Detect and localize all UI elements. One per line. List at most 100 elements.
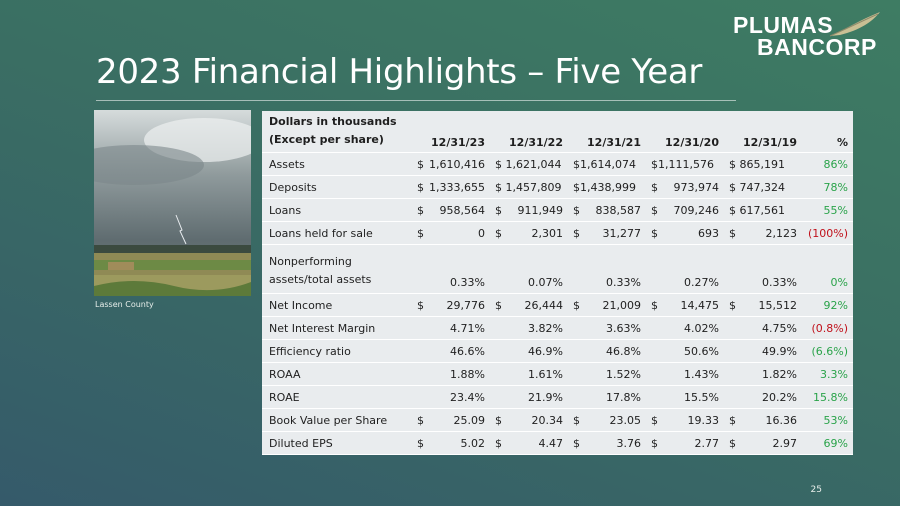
pct-change: 86% (802, 152, 853, 176)
currency-sign: $ (651, 203, 658, 217)
cell-value: 19.33 (687, 413, 720, 427)
cell-value: 1,610,416 (429, 157, 485, 171)
table-row-diluted-eps: Diluted EPS $5.02 $4.47 $3.76 $2.77 $2.9… (262, 431, 853, 455)
row-label: Net Income (262, 293, 412, 317)
currency-sign: $ (573, 226, 580, 240)
currency-sign: $ (417, 413, 424, 427)
pct-change: 0% (802, 244, 853, 294)
cell-value: 16.36 (765, 413, 798, 427)
cell-value: 5.02 (460, 436, 486, 450)
table-row-assets: Assets $1,610,416 $ 1,621,044 $1,614,074… (262, 152, 853, 176)
table-row-loans: Loans $958,564 $911,949 $838,587 $709,24… (262, 198, 853, 222)
table-row-roae: ROAE 23.4% 21.9% 17.8% 15.5% 20.2% 15.8% (262, 385, 853, 409)
cell-value: 21,009 (602, 298, 642, 312)
cell-value: 0.33% (606, 276, 641, 289)
table-row-deposits: Deposits $1,333,655 $ 1,457,809 $1,438,9… (262, 175, 853, 199)
header-label-cell: Dollars in thousands (Except per share) (262, 111, 412, 153)
cell-value: 20.34 (531, 413, 564, 427)
cell-value: 23.4% (450, 390, 485, 404)
cell-value: $ 1,457,809 (495, 180, 562, 194)
feather-icon (829, 12, 880, 37)
table-row-nonperforming-assets: Nonperforming assets/total assets 0.33% … (262, 244, 853, 294)
financial-highlights-table: Dollars in thousands (Except per share) … (262, 111, 853, 455)
currency-sign: $ (495, 203, 502, 217)
cell-value: 2.97 (772, 436, 798, 450)
pct-change: (0.8%) (802, 316, 853, 340)
currency-sign: $ (729, 436, 736, 450)
cell-value: $ 617,561 (729, 203, 785, 217)
table-row-net-interest-margin: Net Interest Margin 4.71% 3.82% 3.63% 4.… (262, 316, 853, 340)
cell-value: 1,333,655 (429, 180, 485, 194)
currency-sign: $ (417, 298, 424, 312)
cell-value: 1.61% (528, 367, 563, 381)
cell-value: 958,564 (439, 203, 486, 217)
currency-sign: $ (495, 413, 502, 427)
cell-value: 0.33% (762, 276, 797, 289)
cell-value: 46.6% (450, 344, 485, 358)
pct-change: 78% (802, 175, 853, 199)
cell-value: $1,111,576 (651, 157, 714, 171)
page-number: 25 (810, 485, 822, 495)
photo-caption: Lassen County (95, 300, 154, 309)
cell-value: 25.09 (453, 413, 486, 427)
row-label-line2: assets/total assets (269, 273, 372, 286)
currency-sign: $ (573, 298, 580, 312)
row-label-line1: Nonperforming (269, 255, 352, 268)
header-pct: % (802, 111, 853, 153)
header-label-line2: (Except per share) (269, 133, 384, 146)
currency-sign: $ (417, 436, 424, 450)
cell-value: 0.27% (684, 276, 719, 289)
plumas-bancorp-logo: PLUMAS BANCORP (711, 10, 886, 60)
row-label: Diluted EPS (262, 431, 412, 455)
table-row-efficiency-ratio: Efficiency ratio 46.6% 46.9% 46.8% 50.6%… (262, 339, 853, 363)
currency-sign: $ (651, 298, 658, 312)
landscape-photo (94, 110, 251, 296)
header-year: 12/31/21 (568, 111, 646, 153)
cell-value: 20.2% (762, 390, 797, 404)
cell-value: 4.47 (538, 436, 564, 450)
cell-value: $1,614,074 (573, 157, 636, 171)
row-label: Loans (262, 198, 412, 222)
row-label: Loans held for sale (262, 221, 412, 245)
table-row-roaa: ROAA 1.88% 1.61% 1.52% 1.43% 1.82% 3.3% (262, 362, 853, 386)
currency-sign: $ (651, 436, 658, 450)
cell-value: $ 747,324 (729, 180, 785, 194)
cell-value: 26,444 (524, 298, 564, 312)
row-label: Deposits (262, 175, 412, 199)
pct-change: (100%) (802, 221, 853, 245)
cell-value: 4.75% (762, 321, 797, 335)
header-year: 12/31/20 (646, 111, 724, 153)
row-label: Book Value per Share (262, 408, 412, 432)
table-header-row: Dollars in thousands (Except per share) … (262, 111, 853, 153)
cell-value: 1.88% (450, 367, 485, 381)
cell-value: 46.9% (528, 344, 563, 358)
title-divider (96, 100, 736, 101)
cell-value: 29,776 (446, 298, 486, 312)
row-label: Assets (262, 152, 412, 176)
currency-sign: $ (651, 180, 658, 194)
cell-value: 31,277 (602, 226, 642, 240)
row-label: Efficiency ratio (262, 339, 412, 363)
cell-value: 838,587 (595, 203, 642, 217)
currency-sign: $ (729, 226, 736, 240)
pct-change: (6.6%) (802, 339, 853, 363)
pct-change: 15.8% (802, 385, 853, 409)
cell-value: 3.63% (606, 321, 641, 335)
cell-value: 709,246 (673, 203, 720, 217)
cell-value: 0.33% (450, 276, 485, 289)
logo-line1: PLUMAS (733, 12, 834, 38)
currency-sign: $ (495, 298, 502, 312)
cell-value: 1.52% (606, 367, 641, 381)
table-row-net-income: Net Income $29,776 $26,444 $21,009 $14,4… (262, 293, 853, 317)
header-year: 12/31/22 (490, 111, 568, 153)
pct-change: 69% (802, 431, 853, 455)
cell-value: 46.8% (606, 344, 641, 358)
currency-sign: $ (495, 226, 502, 240)
cell-value: 15,512 (758, 298, 798, 312)
row-label: ROAE (262, 385, 412, 409)
cell-value: 14,475 (680, 298, 720, 312)
cell-value: 3.76 (616, 436, 642, 450)
table-row-loans-held-for-sale: Loans held for sale $0 $2,301 $31,277 $6… (262, 221, 853, 245)
cell-value: $1,438,999 (573, 180, 636, 194)
pct-change: 92% (802, 293, 853, 317)
